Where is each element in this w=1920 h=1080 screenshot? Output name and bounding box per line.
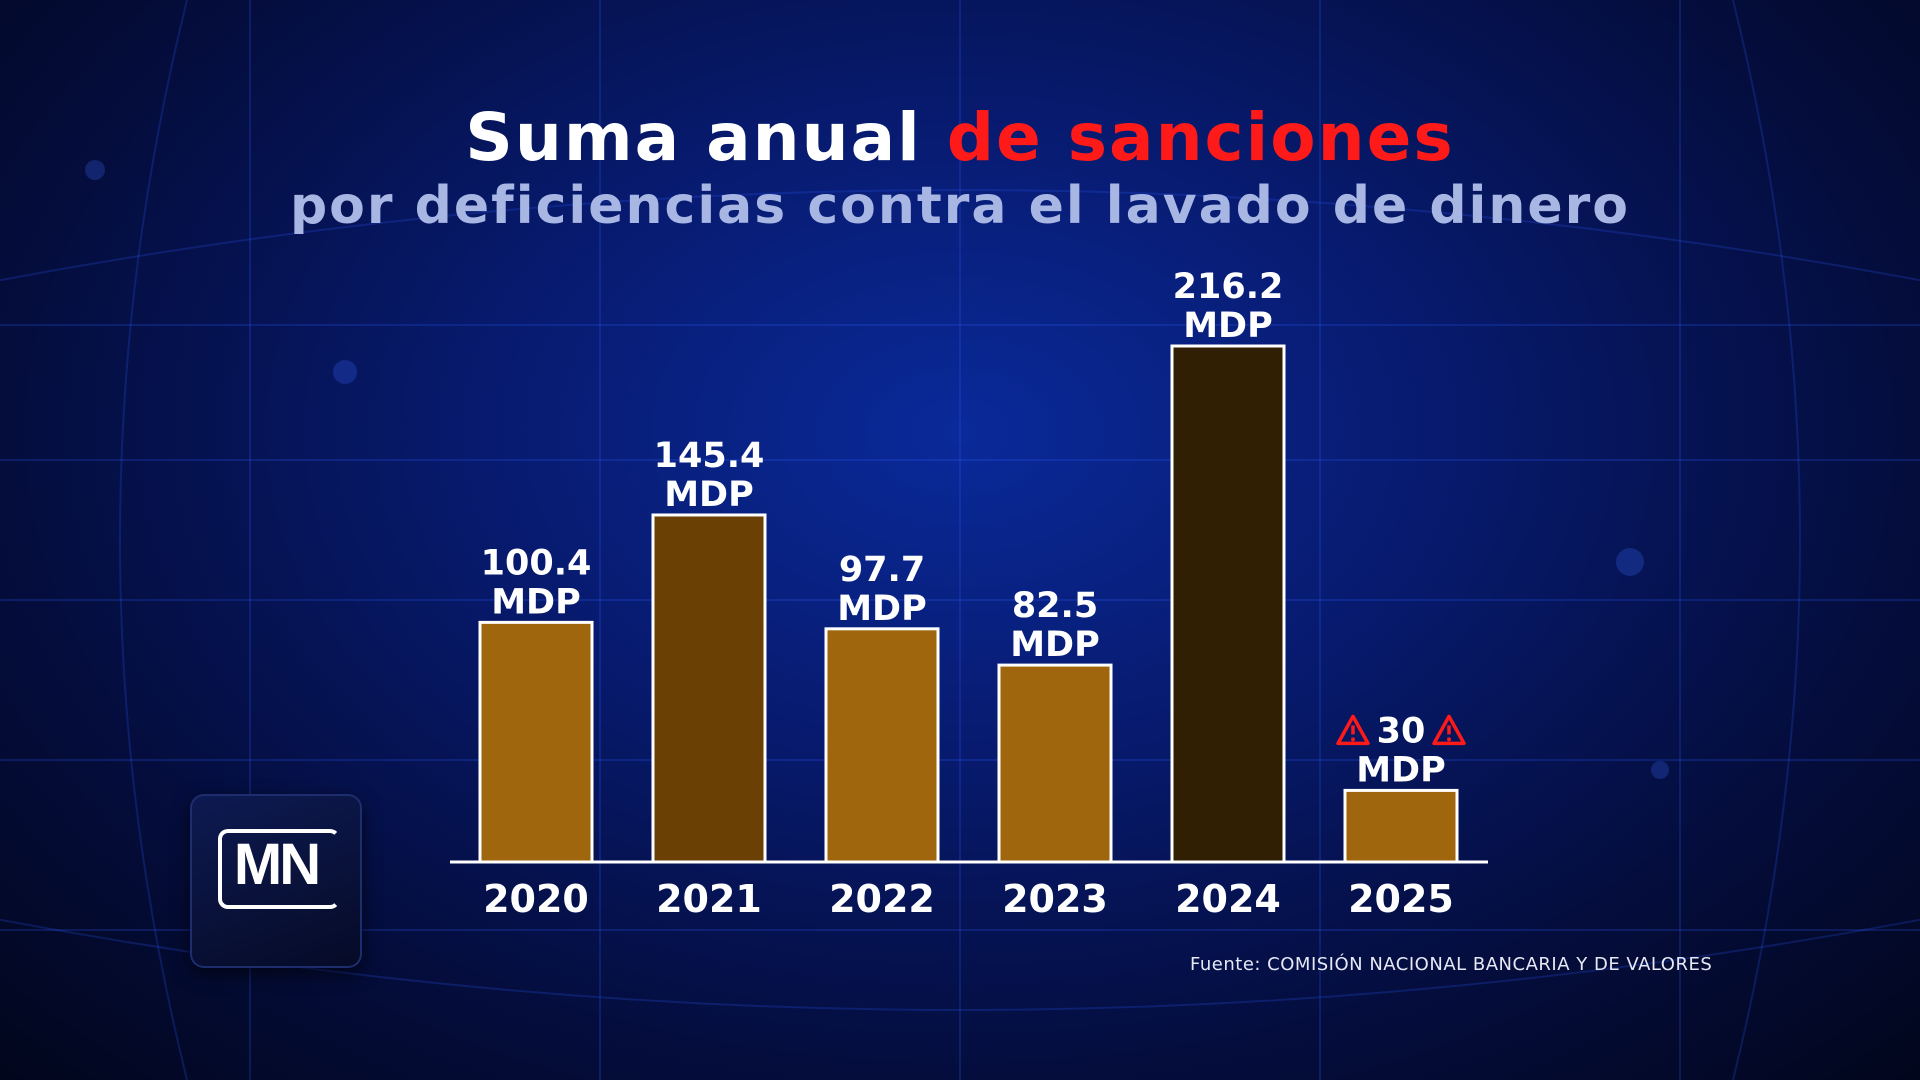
bar-2025 <box>1343 788 1459 864</box>
bar-2020 <box>478 620 594 864</box>
value-label-2021: 145.4 <box>654 436 765 476</box>
bar-2022 <box>824 627 940 864</box>
unit-label-2022: MDP <box>837 589 927 629</box>
source-note: Fuente: COMISIÓN NACIONAL BANCARIA Y DE … <box>1190 954 1713 975</box>
x-tick-label-2020: 2020 <box>483 877 589 921</box>
bar-2024 <box>1170 344 1286 864</box>
unit-label-2024: MDP <box>1183 306 1273 346</box>
x-tick-label-2024: 2024 <box>1175 877 1281 921</box>
chart-title: Suma anual de sanciones por deficiencias… <box>0 100 1920 237</box>
x-tick-label-2022: 2022 <box>829 877 935 921</box>
value-label-2023: 82.5 <box>1012 586 1098 626</box>
mn-logo: MN <box>190 794 362 968</box>
x-tick-label-2021: 2021 <box>656 877 762 921</box>
title-part-red: de sanciones <box>946 99 1455 176</box>
title-part-white: Suma anual <box>465 99 922 176</box>
title-line-1: Suma anual de sanciones <box>0 100 1920 176</box>
unit-label-2020: MDP <box>491 582 581 622</box>
value-label-2024: 216.2 <box>1173 267 1284 307</box>
x-tick-label-2025: 2025 <box>1348 877 1454 921</box>
unit-label-2023: MDP <box>1010 625 1100 665</box>
x-tick-label-2023: 2023 <box>1002 877 1108 921</box>
bar-2023 <box>997 663 1113 864</box>
unit-label-2021: MDP <box>664 475 754 515</box>
value-label-2020: 100.4 <box>481 543 592 583</box>
unit-label-2025: MDP <box>1356 750 1446 790</box>
bar-2021 <box>651 513 767 864</box>
warning-icon <box>1336 714 1370 746</box>
chart-subtitle: por deficiencias contra el lavado de din… <box>289 176 1631 236</box>
logo-frame <box>218 829 340 909</box>
value-label-2025: 30 <box>1377 711 1426 751</box>
warning-icon <box>1432 714 1466 746</box>
logo-text: MN <box>233 832 321 897</box>
value-label-2022: 97.7 <box>839 550 925 590</box>
